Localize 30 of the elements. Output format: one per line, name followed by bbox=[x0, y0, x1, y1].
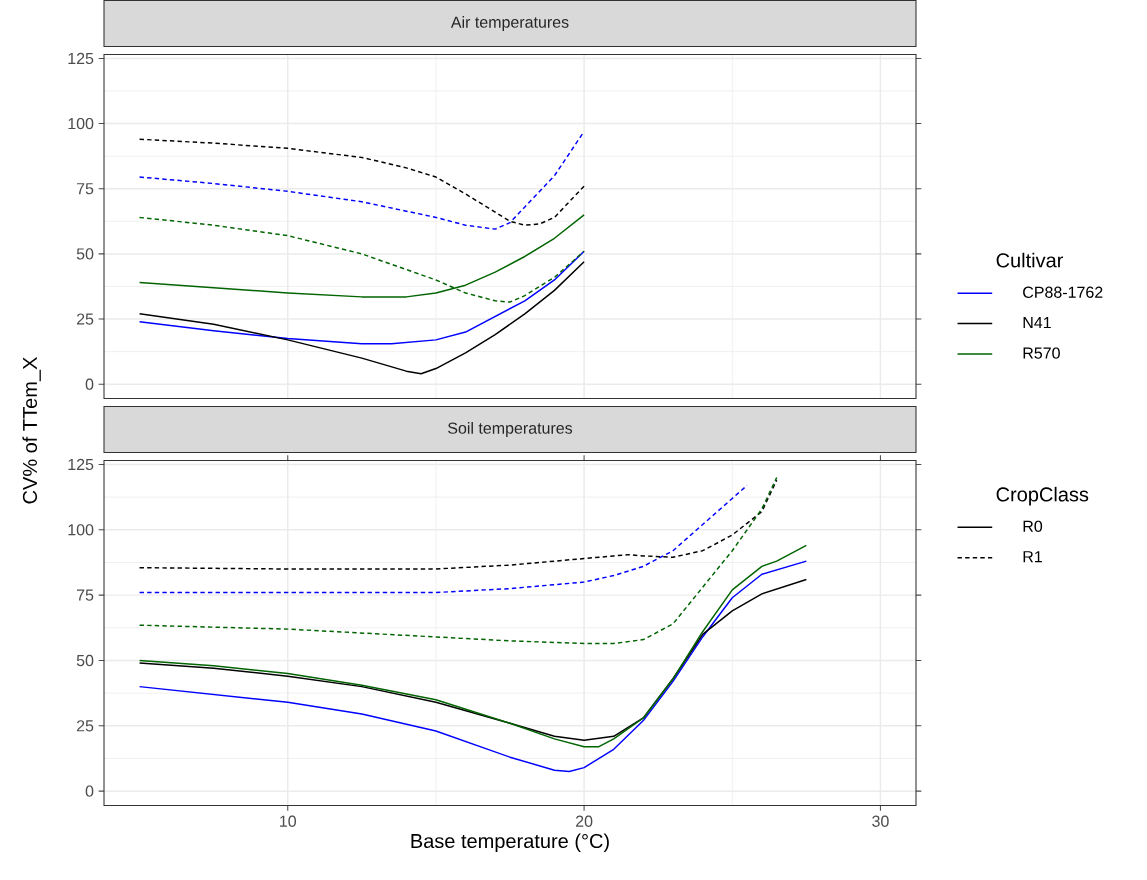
y-tick-label: 0 bbox=[85, 378, 94, 391]
y-tick-label: 50 bbox=[76, 655, 94, 667]
y-tick-label: 25 bbox=[76, 313, 94, 325]
y-tick-label: 75 bbox=[76, 183, 94, 195]
y-tick-label: 50 bbox=[76, 248, 94, 260]
x-tick-label: 10 bbox=[280, 815, 297, 828]
line-series bbox=[138, 544, 808, 748]
legend-label: N41 bbox=[1023, 317, 1051, 329]
legend-label: CP88-1762 bbox=[1023, 286, 1103, 299]
y-tick-label: 0 bbox=[85, 785, 94, 798]
line-series bbox=[138, 479, 778, 570]
x-tick-label: 20 bbox=[575, 815, 593, 828]
line-series bbox=[138, 578, 808, 742]
x-tick-label: 30 bbox=[872, 815, 889, 828]
y-tick-label: 100 bbox=[68, 524, 94, 536]
chart-title: Air temperatures bbox=[450, 16, 569, 32]
legend-label: R1 bbox=[1023, 551, 1042, 563]
x-axis-title: Base temperature (°C) bbox=[411, 833, 609, 853]
legend-label: R570 bbox=[1023, 347, 1060, 359]
y-tick-label: 125 bbox=[68, 53, 94, 65]
y-tick-label: 75 bbox=[76, 589, 94, 601]
chart-title: Soil temperatures bbox=[448, 422, 573, 438]
legend-title: Cultivar bbox=[996, 253, 1064, 268]
y-tick-label: 25 bbox=[76, 720, 94, 732]
y-axis-title: CV% of TTem_X bbox=[22, 357, 41, 504]
y-tick-label: 100 bbox=[68, 118, 94, 130]
y-tick-label: 125 bbox=[68, 459, 94, 471]
legend-label: R0 bbox=[1023, 520, 1043, 533]
line-series bbox=[138, 261, 585, 375]
legend-title: CropClass bbox=[996, 487, 1089, 506]
